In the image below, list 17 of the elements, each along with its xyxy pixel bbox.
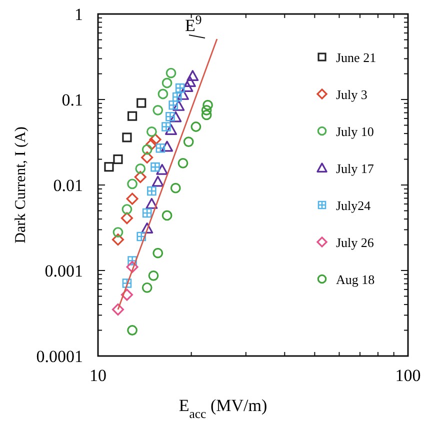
y-tick-label: 0.01 xyxy=(53,176,83,195)
legend-label: Aug 18 xyxy=(336,272,375,287)
annotation: E$^{9}$ xyxy=(184,13,202,36)
y-tick-label: 0.0001 xyxy=(36,347,83,366)
y-axis-title: Dark Current, I (A) xyxy=(13,126,29,244)
x-axis-title: E$_{acc}$ (MV/m) xyxy=(178,396,268,421)
legend-label: June 21 xyxy=(336,50,376,65)
y-tick-label: 1 xyxy=(74,5,83,24)
legend-label: July 26 xyxy=(336,235,374,250)
y-tick-label: 0.001 xyxy=(44,262,83,280)
legend-label: July24 xyxy=(336,198,372,213)
legend-label: July 10 xyxy=(336,124,374,139)
y-tick-label: 0.1 xyxy=(62,90,83,110)
legend-label: July 3 xyxy=(336,87,368,102)
legend-label: July 17 xyxy=(336,161,374,176)
x-tick-label: 10 xyxy=(90,366,106,385)
x-tick-label: 100 xyxy=(395,366,421,385)
